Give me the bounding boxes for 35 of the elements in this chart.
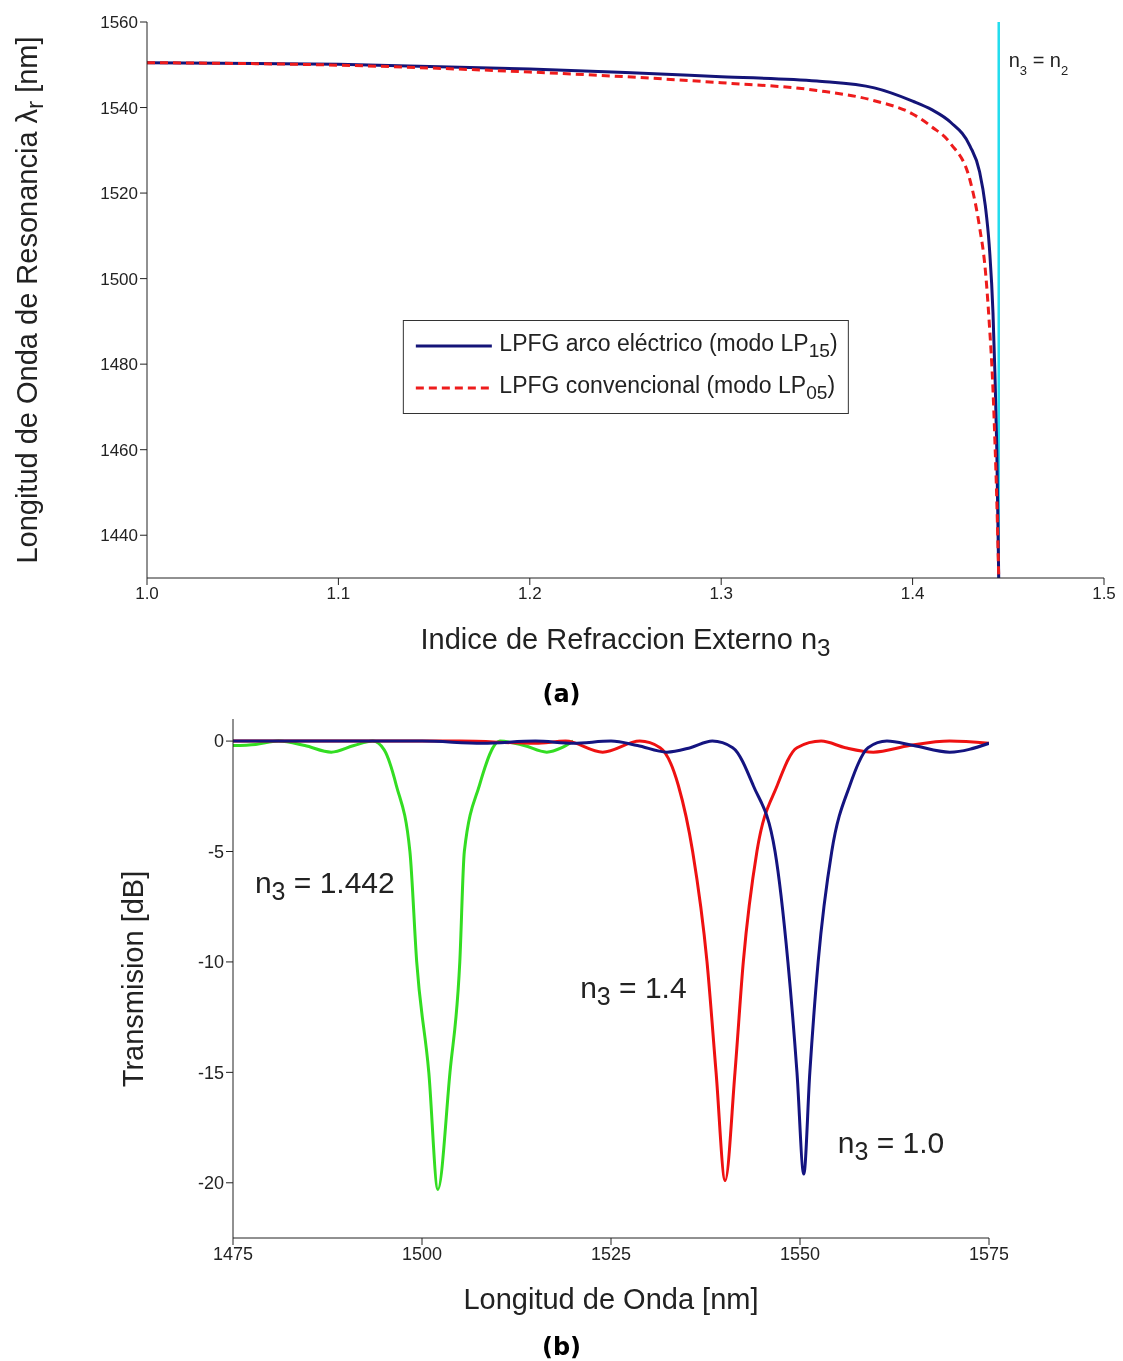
x-tick-label: 1.5 [1092,584,1116,604]
y-tick-label: 1520 [100,184,138,204]
series-label: n$_{3}$ = 1.4 [580,970,687,1011]
x-tick-label: 1575 [968,1243,1010,1264]
legend-label: LPFG convencional (modo LP$_{05}$) [499,371,836,404]
line-series [233,739,575,1191]
x-tick-label: 1525 [590,1243,632,1264]
series-label: n$_{3}$ = 1.442 [254,866,395,907]
ref-line-label: n$_{3}$ = n$_{2}$ [1008,49,1069,78]
text: (b) [540,1333,583,1361]
x-tick-label: 1550 [779,1243,821,1264]
y-tick-label: 1440 [100,526,138,546]
text: (a) [541,680,582,708]
x-tick-label: 1475 [212,1243,254,1264]
x-tick-label: 1.4 [900,584,925,604]
x-tick-label: 1.0 [135,584,159,604]
y-tick-label: -15 [197,1062,224,1083]
y-axis-title: Transmision [dB] [116,870,150,1087]
x-axis-title: Longitud de Onda [nm] [462,1283,760,1316]
y-tick-label: 1540 [100,98,138,118]
y-tick-label: 1460 [100,440,138,460]
series-label: n$_{3}$ = 1.0 [837,1125,945,1166]
x-tick-label: 1500 [401,1243,443,1264]
y-tick-label: 1500 [100,269,138,289]
y-tick-label: 1560 [100,13,138,33]
y-tick-label: -20 [197,1173,224,1194]
x-tick-label: 1.2 [517,584,542,604]
y-tick-label: 0 [213,731,224,752]
legend-label: LPFG arco eléctrico (modo LP$_{15}$) [499,329,838,362]
y-tick-label: -10 [197,952,224,973]
x-tick-label: 1.1 [326,584,351,604]
y-tick-label: -5 [207,841,224,862]
x-tick-label: 1.3 [709,584,734,604]
x-axis-title: Indice de Refraccion Externo n$_{3}$ [419,623,832,662]
y-tick-label: 1480 [100,355,138,375]
